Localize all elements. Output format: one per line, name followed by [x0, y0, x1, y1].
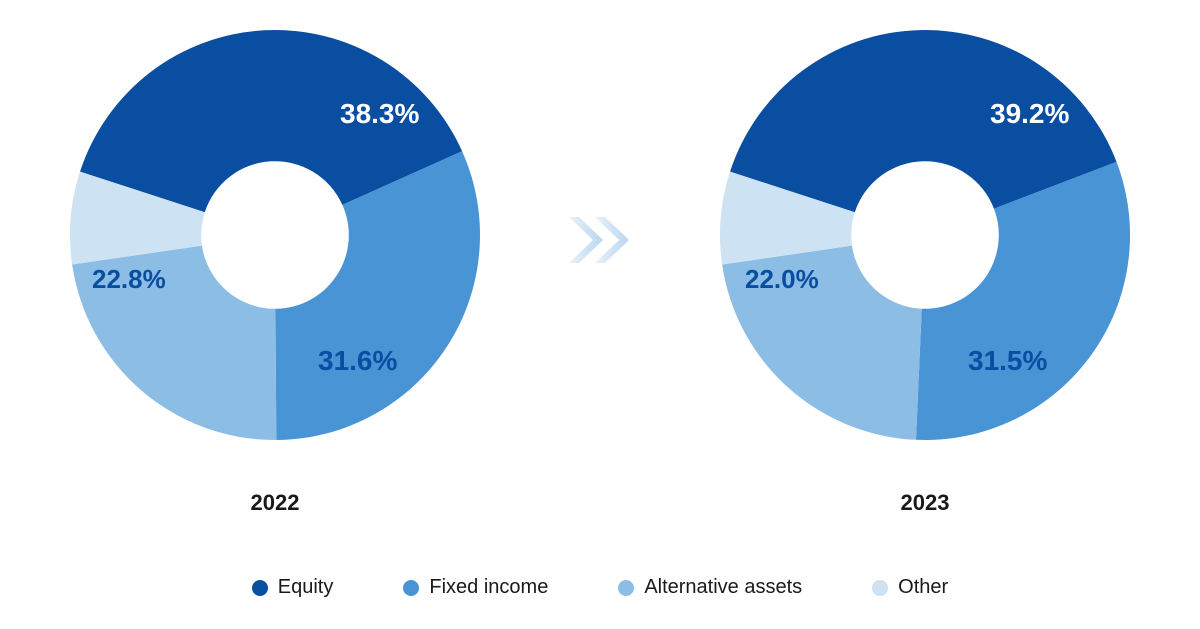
donut-2023: 39.2% 31.5% 22.0% 7.3%: [710, 20, 1140, 450]
legend-label-equity: Equity: [278, 576, 334, 599]
legend-label-fixed: Fixed income: [429, 576, 548, 599]
legend-label-other: Other: [898, 576, 948, 599]
donut-2022-label-other: 7.3%: [102, 148, 157, 176]
donut-2022: 38.3% 31.6% 22.8% 7.3%: [60, 20, 490, 450]
transition-arrows-icon: [565, 215, 635, 265]
donut-2023-slice-fixed: [916, 162, 1130, 440]
donut-2023-label-other: 7.3%: [756, 148, 811, 176]
legend-item-equity: Equity: [252, 576, 334, 599]
year-label-2023: 2023: [710, 490, 1140, 516]
legend: Equity Fixed income Alternative assets Othe…: [0, 576, 1200, 599]
donut-2022-label-equity: 38.3%: [340, 98, 419, 130]
legend-swatch-fixed: [403, 580, 419, 596]
chart-stage: 38.3%31.6%22.8%7.3% 39.2%31.5%22.0%7.3% …: [0, 0, 1200, 629]
legend-swatch-other: [872, 580, 888, 596]
donut-2023-label-equity: 39.2%: [990, 98, 1069, 130]
donut-2022-label-fixed: 31.6%: [318, 345, 397, 377]
donut-2023-label-alternative: 22.0%: [745, 264, 819, 295]
legend-swatch-alternative: [618, 580, 634, 596]
donut-2022-label-alternative: 22.8%: [92, 264, 166, 295]
legend-item-alternative: Alternative assets: [618, 576, 802, 599]
legend-label-alternative: Alternative assets: [644, 576, 802, 599]
year-label-2022: 2022: [60, 490, 490, 516]
donut-2023-label-fixed: 31.5%: [968, 345, 1047, 377]
donut-2023-svg: [710, 20, 1140, 450]
donut-2022-slice-fixed: [275, 151, 480, 440]
legend-swatch-equity: [252, 580, 268, 596]
legend-item-fixed: Fixed income: [403, 576, 548, 599]
legend-item-other: Other: [872, 576, 948, 599]
donut-2022-svg: [60, 20, 490, 450]
